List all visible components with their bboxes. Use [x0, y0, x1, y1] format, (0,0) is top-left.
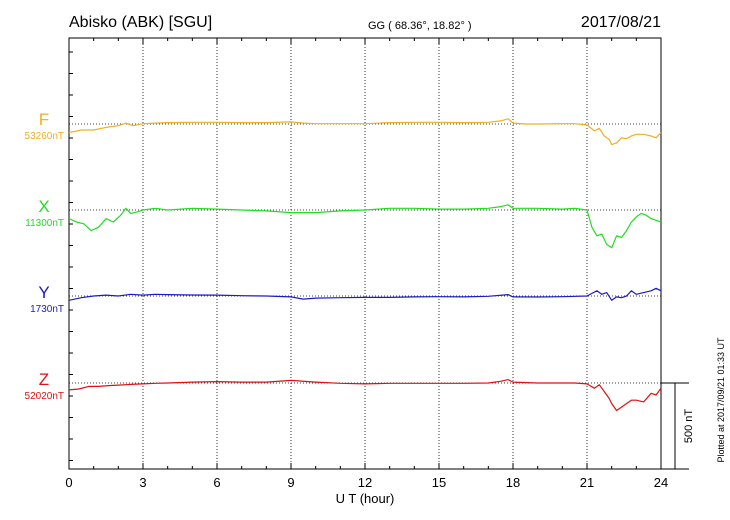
x-tick-label: 21 — [580, 475, 594, 490]
series-name-x: X — [38, 197, 49, 216]
series-baseline-y: 1730nT — [30, 304, 64, 315]
series-labels: F 53260nT X 11300nT Y 1730nT Z 52020nT — [25, 110, 64, 402]
trace-z — [68, 379, 662, 412]
plotted-timestamp: Plotted at 2017/09/21 01:33 UT — [716, 337, 726, 463]
grid-lines — [69, 38, 661, 469]
plot-date: 2017/08/21 — [581, 14, 661, 31]
series-name-f: F — [39, 110, 49, 129]
series-baseline-f: 53260nT — [25, 131, 64, 142]
series-name-z: Z — [39, 370, 49, 389]
series-baseline-z: 52020nT — [25, 391, 64, 402]
series-baseline-x: 11300nT — [25, 218, 64, 229]
x-tick-label: 0 — [65, 475, 72, 490]
station-coords: GG ( 68.36°, 18.82° ) — [368, 20, 472, 32]
x-axis-label: U T (hour) — [336, 491, 395, 506]
axis-ticks: 0 3 6 9 12 15 18 21 24 — [65, 38, 668, 490]
x-tick-label: 18 — [506, 475, 520, 490]
traces — [68, 118, 662, 412]
scale-bar-label: 500 nT — [683, 409, 695, 444]
x-tick-label: 24 — [654, 475, 668, 490]
trace-f — [68, 118, 662, 146]
x-tick-label: 6 — [213, 475, 220, 490]
trace-x — [68, 204, 662, 249]
x-tick-label: 15 — [432, 475, 446, 490]
scale-bar: 500 nT — [661, 382, 695, 470]
x-tick-label: 9 — [287, 475, 294, 490]
station-title: Abisko (ABK) [SGU] — [69, 14, 212, 31]
x-tick-label: 3 — [139, 475, 146, 490]
series-name-y: Y — [38, 283, 49, 302]
trace-y — [68, 287, 662, 301]
x-tick-label: 12 — [358, 475, 372, 490]
